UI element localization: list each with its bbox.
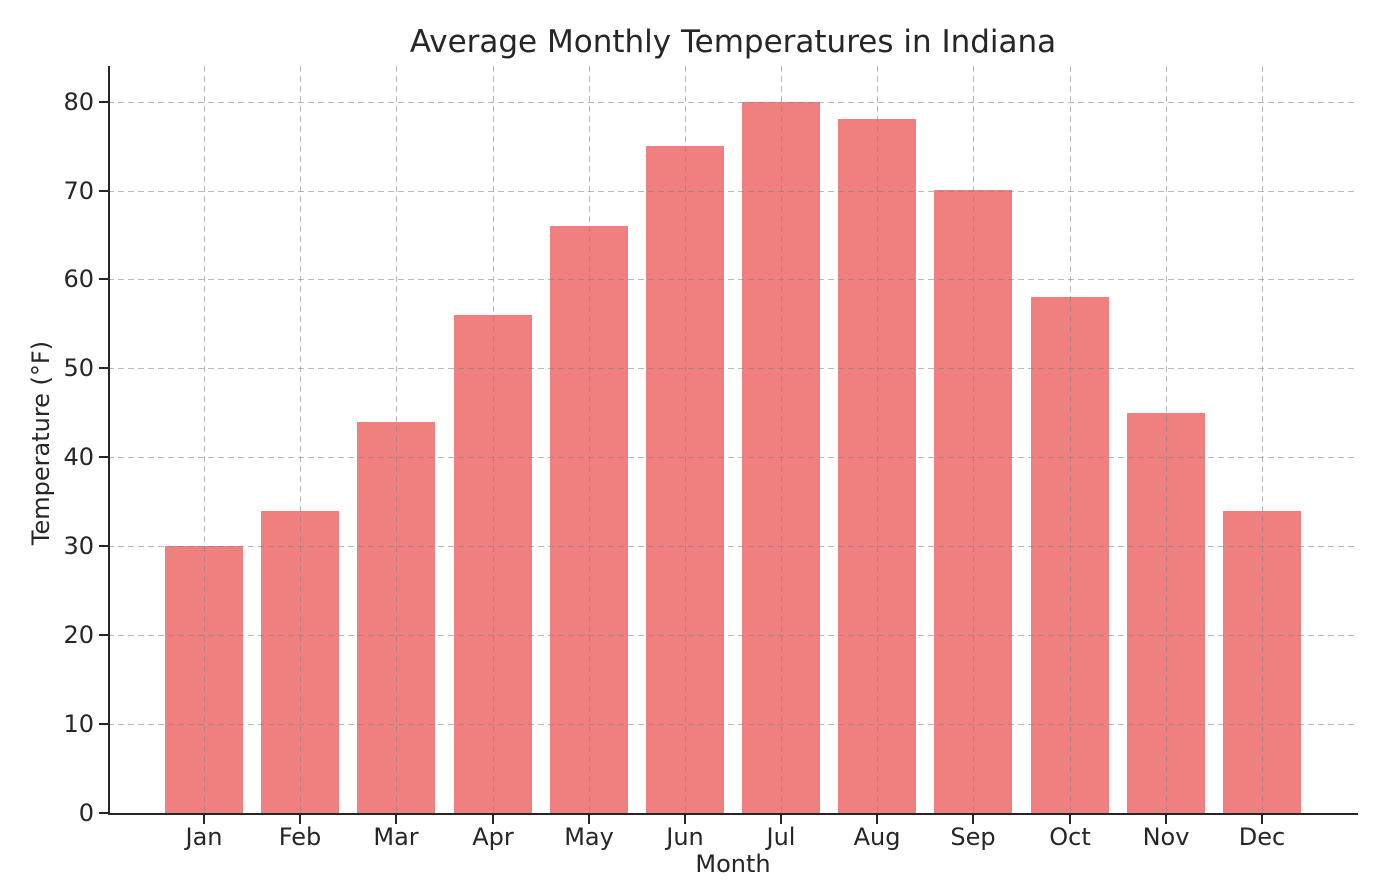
- y-tick-mark: [99, 101, 108, 103]
- y-axis-spine: [108, 66, 110, 815]
- y-tick-mark: [99, 634, 108, 636]
- x-tick-label-may: May: [564, 823, 614, 851]
- x-tick-mark: [876, 815, 878, 824]
- x-tick-mark: [1261, 815, 1263, 824]
- x-tick-label-jan: Jan: [185, 823, 223, 851]
- gridline-vertical: [877, 66, 878, 813]
- x-tick-label-nov: Nov: [1142, 823, 1190, 851]
- y-tick-mark: [99, 456, 108, 458]
- y-tick-mark: [99, 545, 108, 547]
- gridline-vertical: [396, 66, 397, 813]
- gridline-vertical: [1262, 66, 1263, 813]
- x-tick-mark: [395, 815, 397, 824]
- x-tick-mark: [588, 815, 590, 824]
- y-tick-label: 80: [63, 88, 94, 116]
- x-tick-mark: [972, 815, 974, 824]
- x-tick-mark: [299, 815, 301, 824]
- y-tick-label: 40: [63, 443, 94, 471]
- y-tick-label: 70: [63, 177, 94, 205]
- x-tick-label-oct: Oct: [1049, 823, 1091, 851]
- x-tick-mark: [780, 815, 782, 824]
- y-tick-mark: [99, 812, 108, 814]
- gridline-horizontal: [108, 457, 1358, 458]
- x-tick-label-sep: Sep: [950, 823, 996, 851]
- y-tick-label: 60: [63, 265, 94, 293]
- gridline-vertical: [1166, 66, 1167, 813]
- y-tick-label: 50: [63, 354, 94, 382]
- gridline-vertical: [493, 66, 494, 813]
- x-tick-label-mar: Mar: [373, 823, 419, 851]
- chart-title: Average Monthly Temperatures in Indiana: [409, 24, 1057, 60]
- gridline-vertical: [1070, 66, 1071, 813]
- x-tick-label-jun: Jun: [666, 823, 704, 851]
- x-tick-label-jul: Jul: [766, 823, 796, 851]
- y-tick-label: 30: [63, 532, 94, 560]
- y-tick-mark: [99, 278, 108, 280]
- gridline-vertical: [204, 66, 205, 813]
- x-axis-spine: [108, 813, 1358, 815]
- x-tick-label-dec: Dec: [1238, 823, 1286, 851]
- y-tick-mark: [99, 367, 108, 369]
- gridline-horizontal: [108, 368, 1358, 369]
- y-tick-mark: [99, 190, 108, 192]
- gridline-vertical: [300, 66, 301, 813]
- x-tick-mark: [1069, 815, 1071, 824]
- plot-area: [108, 66, 1358, 813]
- y-tick-label: 20: [63, 621, 94, 649]
- x-tick-label-apr: Apr: [472, 823, 514, 851]
- y-tick-mark: [99, 723, 108, 725]
- gridline-horizontal: [108, 724, 1358, 725]
- gridline-vertical: [685, 66, 686, 813]
- y-tick-label: 10: [63, 710, 94, 738]
- x-tick-mark: [203, 815, 205, 824]
- x-tick-mark: [492, 815, 494, 824]
- x-tick-label-aug: Aug: [853, 823, 901, 851]
- gridline-horizontal: [108, 546, 1358, 547]
- x-tick-label-feb: Feb: [278, 823, 322, 851]
- gridline-horizontal: [108, 279, 1358, 280]
- gridline-horizontal: [108, 191, 1358, 192]
- gridline-vertical: [781, 66, 782, 813]
- x-axis-label: Month: [695, 850, 771, 878]
- gridline-vertical: [973, 66, 974, 813]
- gridline-horizontal: [108, 102, 1358, 103]
- x-tick-mark: [684, 815, 686, 824]
- x-tick-mark: [1165, 815, 1167, 824]
- gridline-vertical: [589, 66, 590, 813]
- gridline-horizontal: [108, 635, 1358, 636]
- y-tick-label: 0: [78, 799, 94, 827]
